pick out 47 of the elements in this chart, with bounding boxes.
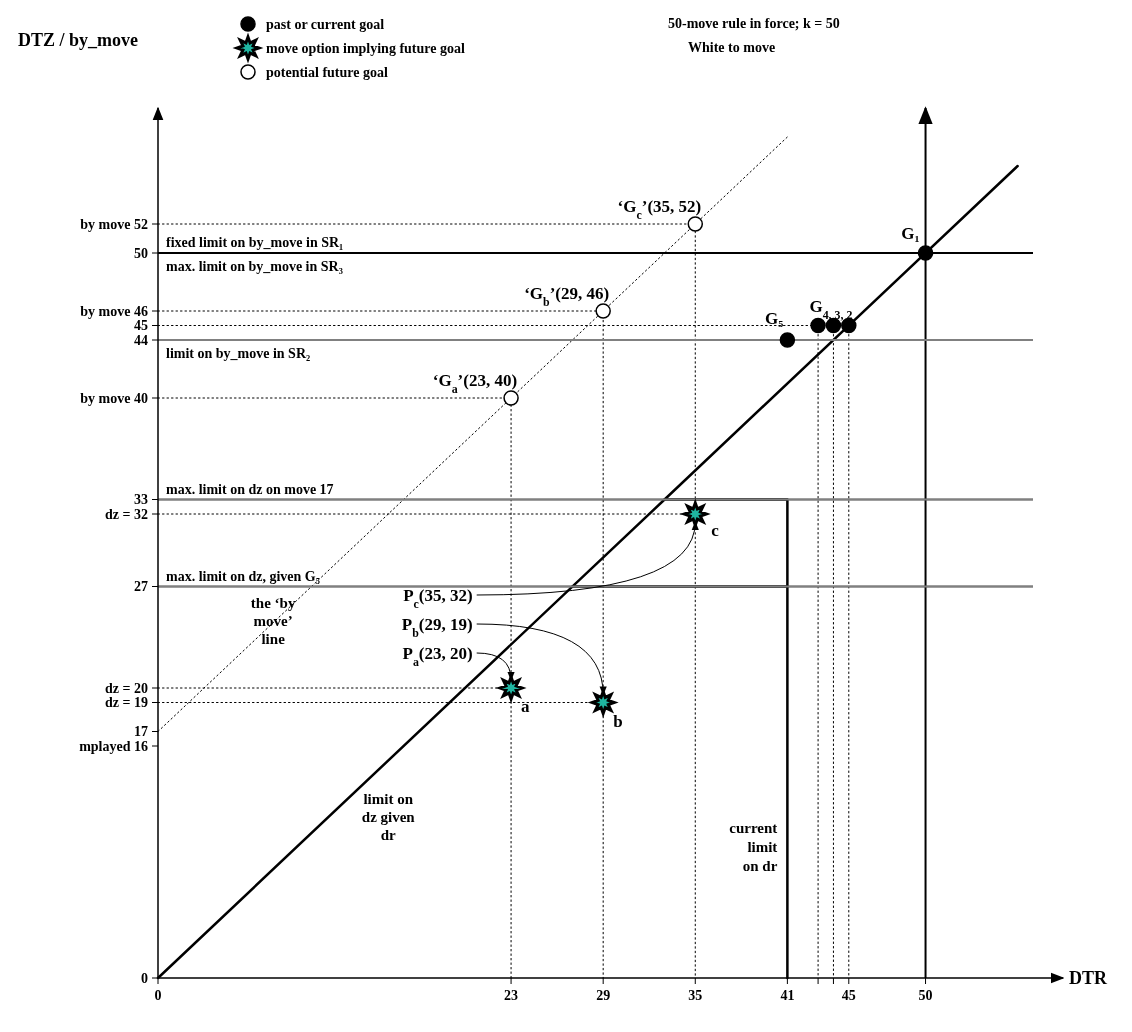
annotation: c (711, 521, 720, 540)
annotation: ‘G$_{c}$’(35, 52) (617, 197, 702, 222)
y-tick-label: by move 52 (80, 216, 148, 232)
annotation: P$_{b}$(29, 19) (401, 615, 473, 640)
y-tick-label: 33 (134, 492, 148, 508)
y-tick-label: by move 40 (80, 390, 148, 406)
y-tick-label: 0 (141, 970, 148, 986)
annotation: current limit on dr (729, 820, 778, 874)
annotation: P$_{c}$(35, 32) (403, 586, 473, 611)
y-tick-label: 45 (134, 318, 148, 334)
y-tick-label: 27 (134, 579, 148, 595)
annotation: ‘G$_{b}$’(29, 46) (524, 284, 610, 309)
ref-line-label: max. limit on dz on move 17 (166, 481, 334, 497)
x-tick-label: 45 (841, 988, 856, 1003)
legend-label: past or current goal (266, 16, 385, 32)
legend-label: move option implying future goal (266, 40, 465, 56)
x-tick-label: 23 (504, 988, 519, 1003)
text: White to move (688, 40, 776, 55)
y-tick-label: dz = 32 (105, 506, 148, 522)
y-tick-label: dz = 19 (105, 695, 148, 711)
ref-line-label: max. limit on by_move in SR₃ (166, 259, 343, 274)
x-tick-label: 29 (596, 988, 611, 1003)
series-label: the ‘by move’ line (250, 595, 296, 648)
y-axis-title: DTZ / by_move (18, 30, 139, 50)
y-tick-label: 17 (134, 724, 148, 740)
annotation: a (521, 697, 531, 716)
x-axis-title: DTR (1069, 968, 1108, 989)
y-tick-label: by move 46 (80, 303, 148, 319)
annotation: G₅ (765, 309, 784, 328)
annotation: ‘G$_{a}$’(23, 40) (432, 371, 518, 396)
y-tick-label: mplayed 16 (79, 738, 148, 754)
x-tick-label: 35 (688, 988, 703, 1003)
series-label: limit on dz given dr (361, 791, 416, 843)
annotation: G₁ (901, 224, 920, 243)
y-tick-label: 50 (134, 245, 148, 261)
y-tick-label: dz = 20 (105, 680, 148, 696)
annotation: P$_{a}$(23, 20) (402, 644, 473, 669)
ref-line-label: fixed limit on by_move in SR₁ (166, 235, 344, 250)
y-tick-label: 44 (134, 332, 148, 348)
x-tick-label: 50 (918, 988, 933, 1003)
annotation: b (613, 711, 623, 731)
ref-line-label: limit on by_move in SR₂ (166, 346, 311, 361)
legend-label: potential future goal (266, 64, 388, 80)
x-tick-label: 41 (780, 988, 795, 1003)
ref-line-label: max. limit on dz, given G₅ (166, 568, 320, 584)
text: 50-move rule in force; k = 50 (668, 16, 840, 31)
x-tick-label: 0 (154, 988, 162, 1003)
